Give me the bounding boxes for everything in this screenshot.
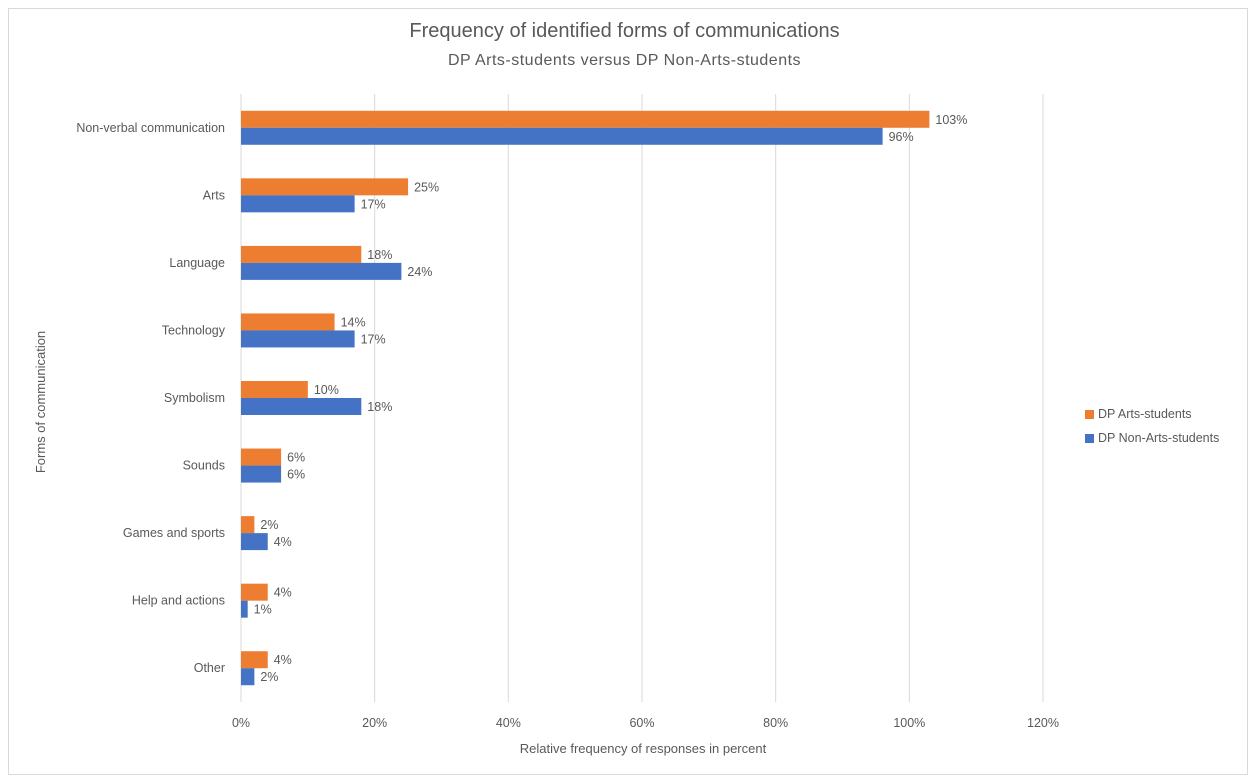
bar-non-arts [241, 398, 362, 415]
x-tick-label: 60% [629, 716, 654, 730]
data-label: 6% [287, 451, 305, 465]
y-tick-label: Sounds [183, 459, 225, 473]
legend-item-arts: DP Arts-students [1085, 402, 1219, 426]
y-tick-label: Games and sports [123, 526, 225, 540]
data-label: 4% [274, 586, 292, 600]
legend-label-non-arts: DP Non-Arts-students [1098, 431, 1220, 445]
data-label: 4% [274, 535, 292, 549]
data-label: 2% [260, 670, 278, 684]
bar-non-arts [241, 533, 268, 551]
data-labels: 103% 25% 18% 14% 10% 6% 2% 4% 4% 96% 17% 24% 17% 18% 6… [254, 113, 968, 684]
data-label: 103% [935, 113, 967, 127]
x-tick-label: 40% [496, 716, 521, 730]
y-tick-label: Language [169, 256, 225, 270]
bar-arts [241, 245, 362, 263]
bars [241, 110, 930, 686]
data-label: 6% [287, 468, 305, 482]
legend-swatch-arts [1085, 409, 1094, 419]
x-tick-label: 100% [893, 716, 925, 730]
legend-swatch-non-arts [1085, 433, 1094, 443]
y-tick-label: Symbolism [164, 391, 225, 405]
data-label: 96% [889, 130, 914, 144]
bar-arts [241, 381, 308, 398]
bar-arts [241, 313, 335, 331]
bar-non-arts [241, 195, 355, 213]
data-label: 1% [254, 603, 272, 617]
bar-arts [241, 110, 930, 128]
data-label: 25% [414, 180, 439, 194]
legend-item-non-arts: DP Non-Arts-students [1085, 426, 1219, 450]
bar-arts [241, 516, 255, 534]
data-label: 2% [260, 518, 278, 532]
chart-title: Frequency of identified forms of communi… [409, 20, 840, 42]
data-label: 4% [274, 653, 292, 667]
data-label: 24% [407, 265, 432, 279]
bar-non-arts [241, 127, 883, 145]
y-axis-title: Forms of communication [33, 331, 48, 473]
bar-arts [241, 448, 282, 466]
data-label: 18% [367, 248, 392, 262]
y-tick-label: Help and actions [132, 594, 225, 608]
x-tick-label: 0% [232, 716, 250, 730]
x-tick-label: 120% [1027, 716, 1059, 730]
axes: 0% 20% 40% 60% 80% 100% 120% Non-verbal communi… [76, 121, 1059, 730]
y-tick-label: Other [194, 661, 225, 675]
bar-non-arts [241, 465, 282, 483]
bar-non-arts [241, 600, 248, 618]
data-label: 14% [341, 315, 366, 329]
legend-label-arts: DP Arts-students [1098, 407, 1192, 421]
y-tick-label: Arts [203, 188, 225, 202]
data-label: 17% [361, 197, 386, 211]
y-tick-label: Technology [162, 323, 226, 337]
legend: DP Arts-students DP Non-Arts-students [1085, 402, 1219, 450]
bar-non-arts [241, 668, 255, 686]
x-tick-label: 80% [763, 716, 788, 730]
bar-non-arts [241, 262, 402, 280]
data-label: 17% [361, 332, 386, 346]
data-label: 10% [314, 383, 339, 397]
bar-non-arts [241, 330, 355, 348]
bar-arts [241, 583, 268, 601]
chart-subtitle: DP Arts-students versus DP Non-Arts-stud… [447, 52, 802, 69]
x-axis-title: Relative frequency of responses in perce… [520, 741, 767, 756]
bar-arts [241, 651, 268, 669]
bar-arts [241, 178, 409, 196]
data-label: 18% [367, 400, 392, 414]
y-tick-label: Non-verbal communication [76, 121, 225, 135]
x-tick-label: 20% [362, 716, 387, 730]
